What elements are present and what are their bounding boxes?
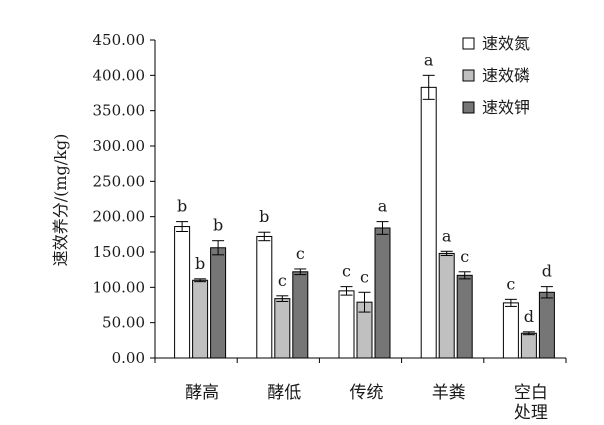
x-tick-label: 羊粪	[432, 383, 466, 403]
y-tick-label: 300.00	[93, 137, 146, 155]
legend-label: 速效钾	[482, 98, 530, 117]
bar	[174, 226, 191, 359]
bar	[374, 227, 391, 359]
y-tick-label: 50.00	[102, 314, 145, 332]
data-label: b	[213, 216, 223, 235]
legend-swatch	[462, 101, 475, 114]
y-tick-label: 150.00	[93, 243, 146, 261]
y-tick-label: 450.00	[93, 31, 146, 49]
legend-label: 速效氮	[482, 34, 530, 53]
bar	[538, 291, 555, 359]
y-tick-label: 100.00	[93, 278, 146, 296]
legend-swatch	[462, 37, 475, 50]
x-tick-label: 酵高	[185, 383, 219, 403]
data-label: c	[278, 271, 287, 290]
data-label: c	[506, 274, 515, 293]
x-tick-label: 传统	[350, 383, 384, 403]
bar	[192, 279, 209, 359]
data-label: d	[542, 262, 552, 281]
bar	[420, 86, 437, 359]
data-label: c	[460, 247, 469, 266]
x-tick-label: 酵低	[267, 383, 301, 403]
data-label: b	[177, 197, 187, 216]
y-tick-label: 0.00	[112, 349, 145, 367]
bar	[274, 298, 291, 359]
bar	[338, 290, 355, 359]
y-tick-label: 250.00	[93, 172, 146, 190]
bar	[210, 247, 227, 359]
data-label: b	[259, 207, 269, 226]
data-label: b	[195, 254, 205, 273]
data-label: c	[296, 244, 305, 263]
axes: 0.00 50.00 100.00 150.00 200.00 250.00 300.00 3…	[93, 31, 567, 423]
data-label: d	[524, 307, 534, 326]
x-tick-label: 处理	[514, 403, 548, 423]
y-axis-title: 速效养分/(mg/kg)	[51, 134, 70, 267]
legend-label: 速效磷	[482, 66, 530, 85]
y-tick-label: 350.00	[93, 102, 146, 120]
data-label: c	[342, 262, 351, 281]
data-label: a	[424, 50, 434, 69]
bar	[292, 271, 309, 359]
bar	[502, 302, 519, 359]
data-label: a	[378, 197, 388, 216]
bar	[438, 252, 455, 359]
bar	[520, 332, 537, 359]
data-label: a	[442, 226, 452, 245]
x-tick-label: 空白	[514, 383, 548, 403]
data-label: c	[360, 267, 369, 286]
bar	[256, 235, 273, 359]
y-tick-label: 400.00	[93, 66, 146, 84]
y-tick-label: 200.00	[93, 208, 146, 226]
bar	[456, 274, 473, 359]
legend-swatch	[462, 69, 475, 82]
